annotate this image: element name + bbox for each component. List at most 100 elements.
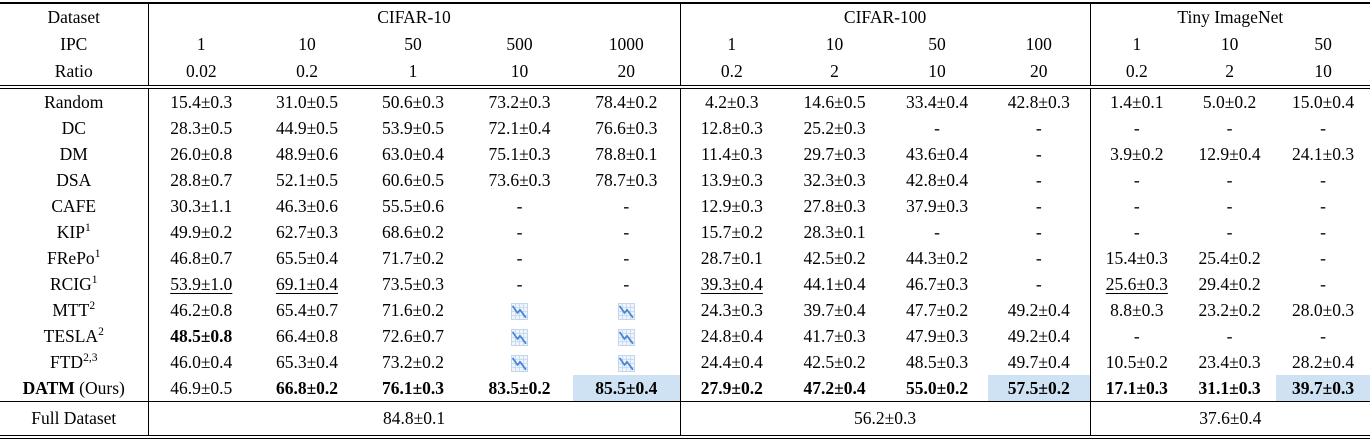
table-footer: Full Dataset 84.8±0.1 56.2±0.3 37.6±0.4 (0, 401, 1370, 437)
score-cell: 46.8±0.7 (170, 248, 233, 268)
score-cell: - (1035, 196, 1042, 216)
score-cell: 27.9±0.2 (679, 375, 784, 402)
score-cell: 65.4±0.7 (275, 300, 339, 320)
method-name: RCIG (49, 274, 92, 294)
method-superscript: 1 (84, 222, 91, 235)
ipc-value: 10 (1220, 34, 1239, 54)
ratio-value: 1 (360, 58, 466, 89)
method-label: FRePo1 (0, 245, 149, 271)
score-cell: 37.9±0.3 (905, 196, 969, 216)
ratio-value: 2 (1183, 58, 1277, 89)
score-cell: - (1089, 115, 1184, 141)
ratio-corner-label: Ratio (0, 58, 149, 89)
score-cell-icon (573, 323, 680, 349)
method-name: MTT (52, 300, 90, 320)
ratio-value: 10 (1276, 58, 1370, 89)
score-cell: - (1320, 248, 1326, 268)
score-cell: 4.2±0.3 (679, 87, 784, 115)
score-cell: 25.2±0.3 (803, 118, 866, 138)
score-cell: 24.3±0.3 (679, 297, 784, 323)
method-name: CAFE (51, 196, 97, 216)
score-cell: 69.1±0.4 (275, 274, 339, 294)
score-cell: - (516, 222, 523, 242)
score-cell: 25.4±0.2 (1198, 248, 1261, 268)
score-cell: 31.1±0.3 (1198, 378, 1261, 398)
score-cell: - (1035, 170, 1042, 190)
ratio-value: 2 (783, 58, 887, 89)
score-cell: 11.4±0.3 (679, 141, 784, 167)
score-cell: 53.9±1.0 (170, 274, 233, 294)
table-row: DC 28.3±0.5 44.9±0.5 53.9±0.5 72.1±0.4 76.6±0… (0, 115, 1370, 141)
score-cell: 15.4±0.3 (1089, 245, 1184, 271)
dataset-group-header: CIFAR-10 (377, 7, 451, 27)
method-label: Random (0, 87, 149, 115)
method-name: TESLA (43, 326, 99, 346)
full-dataset-value: 56.2±0.3 (679, 401, 1091, 437)
score-cell: 46.0±0.4 (170, 352, 233, 372)
score-cell: 39.7±0.4 (803, 300, 866, 320)
ratio-value: 10 (466, 58, 573, 89)
score-cell: - (1320, 326, 1326, 346)
score-cell: 24.4±0.4 (679, 349, 784, 375)
ipc-value: 1000 (608, 34, 644, 54)
score-cell: 66.4±0.8 (275, 326, 339, 346)
score-cell: 55.5±0.6 (381, 196, 445, 216)
score-cell-icon (466, 349, 573, 375)
score-cell: 72.1±0.4 (488, 118, 551, 138)
score-cell: 31.0±0.5 (275, 92, 339, 112)
method-name: DATM (22, 378, 75, 398)
score-cell: 8.8±0.3 (1089, 297, 1184, 323)
method-name: DSA (56, 170, 92, 190)
score-cell: 28.3±0.5 (170, 118, 233, 138)
table-row: DATM (Ours) 46.9±0.5 66.8±0.2 76.1±0.3 83.5±… (0, 375, 1370, 402)
score-cell: 49.9±0.2 (170, 222, 233, 242)
score-cell: - (1089, 193, 1184, 219)
table-row: FTD2,3 46.0±0.4 65.3±0.4 73.2±0.2 24.4±0.4 4… (0, 349, 1370, 375)
method-label: FTD2,3 (0, 349, 149, 375)
score-cell: - (1035, 248, 1042, 268)
score-cell: 42.8±0.4 (905, 170, 969, 190)
score-cell: - (516, 248, 523, 268)
score-cell: 78.8±0.1 (595, 144, 658, 164)
table-row: FRePo1 46.8±0.7 65.5±0.4 71.7±0.2 - - 28.7±0.1… (0, 245, 1370, 271)
score-cell: 28.3±0.1 (803, 222, 866, 242)
score-cell: 1.4±0.1 (1089, 87, 1184, 115)
score-cell: - (1226, 118, 1233, 138)
score-cell: 29.4±0.2 (1198, 274, 1261, 294)
table-row: DSA 28.8±0.7 52.1±0.5 60.6±0.5 73.6±0.3 78.7±… (0, 167, 1370, 193)
ratio-value: 10 (886, 58, 989, 89)
declining-chart-icon (511, 303, 528, 321)
score-cell: 83.5±0.2 (488, 378, 551, 398)
ipc-value: 10 (825, 34, 844, 54)
method-name: FRePo (47, 248, 95, 268)
header-row-ipc: IPC 1 10 50 500 1000 1 10 50 100 1 10 50 (0, 31, 1370, 58)
score-cell: 85.5±0.4 (573, 375, 681, 402)
table-row: RCIG1 53.9±1.0 69.1±0.4 73.5±0.3 - - 39.3±0.4 4… (0, 271, 1370, 297)
score-cell: 71.7±0.2 (381, 248, 445, 268)
ipc-value: 100 (1025, 34, 1052, 54)
full-dataset-row: Full Dataset 84.8±0.1 56.2±0.3 37.6±0.4 (0, 401, 1370, 437)
table-header: Dataset CIFAR-10 CIFAR-100 Tiny ImageNet IPC… (0, 3, 1370, 89)
score-cell: 23.2±0.2 (1198, 300, 1261, 320)
dataset-group-header: CIFAR-100 (679, 3, 1091, 31)
score-cell: 10.5±0.2 (1089, 349, 1184, 375)
full-dataset-label: Full Dataset (0, 401, 149, 437)
score-cell: - (1226, 170, 1233, 190)
score-cell: - (516, 274, 523, 294)
method-label: TESLA2 (0, 323, 149, 349)
score-cell: 42.5±0.2 (803, 248, 866, 268)
score-cell: - (623, 274, 630, 294)
score-cell: 3.9±0.2 (1089, 141, 1184, 167)
method-name: KIP (56, 222, 85, 242)
score-cell: 30.3±1.1 (170, 196, 233, 216)
method-label: CAFE (0, 193, 149, 219)
ipc-corner-label: IPC (0, 31, 149, 58)
score-cell: 39.7±0.3 (1276, 375, 1370, 402)
score-cell: 48.5±0.8 (170, 326, 233, 346)
score-cell: 47.2±0.4 (803, 378, 866, 398)
score-cell: 49.2±0.4 (1007, 300, 1070, 320)
score-cell-icon (466, 297, 573, 323)
score-cell: 65.5±0.4 (275, 248, 339, 268)
table-row: KIP1 49.9±0.2 62.7±0.3 68.6±0.2 - - 15.7±0.2 28… (0, 219, 1370, 245)
